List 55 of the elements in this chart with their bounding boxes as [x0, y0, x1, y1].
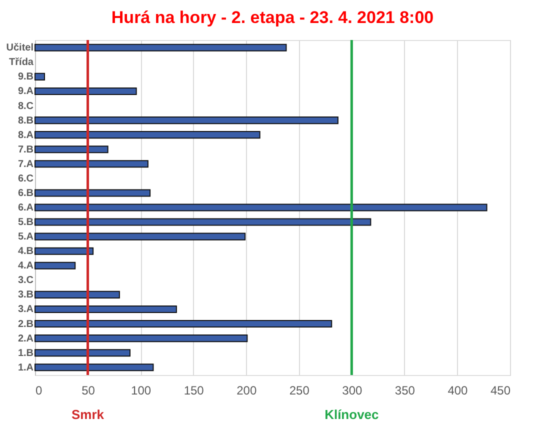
y-tick-label: 5.A [18, 232, 34, 243]
chart-title: Hurá na hory - 2. etapa - 23. 4. 2021 8:00 [111, 8, 434, 27]
bar [34, 189, 151, 197]
y-tick-label: Učitel [6, 42, 34, 54]
bar [34, 247, 94, 255]
y-tick-label: 3.B [18, 290, 34, 301]
bar [34, 320, 332, 328]
bar [34, 305, 177, 314]
bar [34, 87, 137, 95]
y-tick-label: 9.A [18, 86, 34, 98]
bar [34, 146, 108, 154]
y-tick-label: 8.B [18, 115, 34, 126]
x-tick-label: 0 [36, 384, 42, 398]
bar [34, 334, 248, 342]
x-tick-label: 150 [184, 384, 204, 398]
y-tick-label: 1.B [18, 348, 34, 359]
x-tick-label: 100 [131, 384, 152, 398]
y-tick-label: 1.A [18, 362, 34, 374]
y-tick-label: 2.B [18, 318, 34, 330]
y-tick-label: 2.A [18, 333, 34, 344]
x-tick-label: 450 [490, 384, 511, 398]
y-tick-label: 8.A [18, 130, 34, 141]
bar [34, 364, 154, 372]
bar [34, 349, 130, 357]
x-tick-label: 50 [82, 384, 96, 398]
bar [34, 160, 148, 168]
y-tick-label: 6.B [18, 188, 34, 199]
y-tick-label: 7.A [18, 158, 34, 170]
y-tick-label: 3.C [18, 275, 34, 286]
bar [34, 204, 488, 212]
x-tick-label: 200 [236, 384, 257, 398]
bar [34, 116, 338, 124]
y-tick-label: Třída [9, 57, 34, 68]
bar [34, 262, 76, 270]
y-tick-label: 9.B [18, 72, 34, 83]
x-tick-label: 400 [448, 384, 468, 398]
bar [34, 44, 287, 52]
x-tick-label: 250 [289, 384, 310, 398]
y-tick-label: 6.A [18, 202, 34, 214]
y-tick-label: 4.B [18, 246, 34, 258]
y-tick-label: 4.A [18, 260, 34, 272]
bar [34, 290, 120, 298]
bar [34, 72, 45, 80]
y-tick-label: 6.C [18, 173, 34, 184]
ref-line-label: Klínovec [324, 407, 379, 422]
y-tick-label: 3.A [18, 304, 34, 316]
y-tick-label: 8.C [18, 100, 34, 112]
bar [34, 218, 372, 226]
bar [34, 232, 246, 240]
x-tick-label: 300 [342, 384, 362, 398]
bar [34, 131, 260, 139]
y-tick-label: 5.B [18, 217, 34, 228]
y-tick-label: 7.B [18, 144, 34, 156]
x-tick-label: 350 [394, 384, 416, 398]
ref-line-label: Smrk [72, 407, 105, 422]
